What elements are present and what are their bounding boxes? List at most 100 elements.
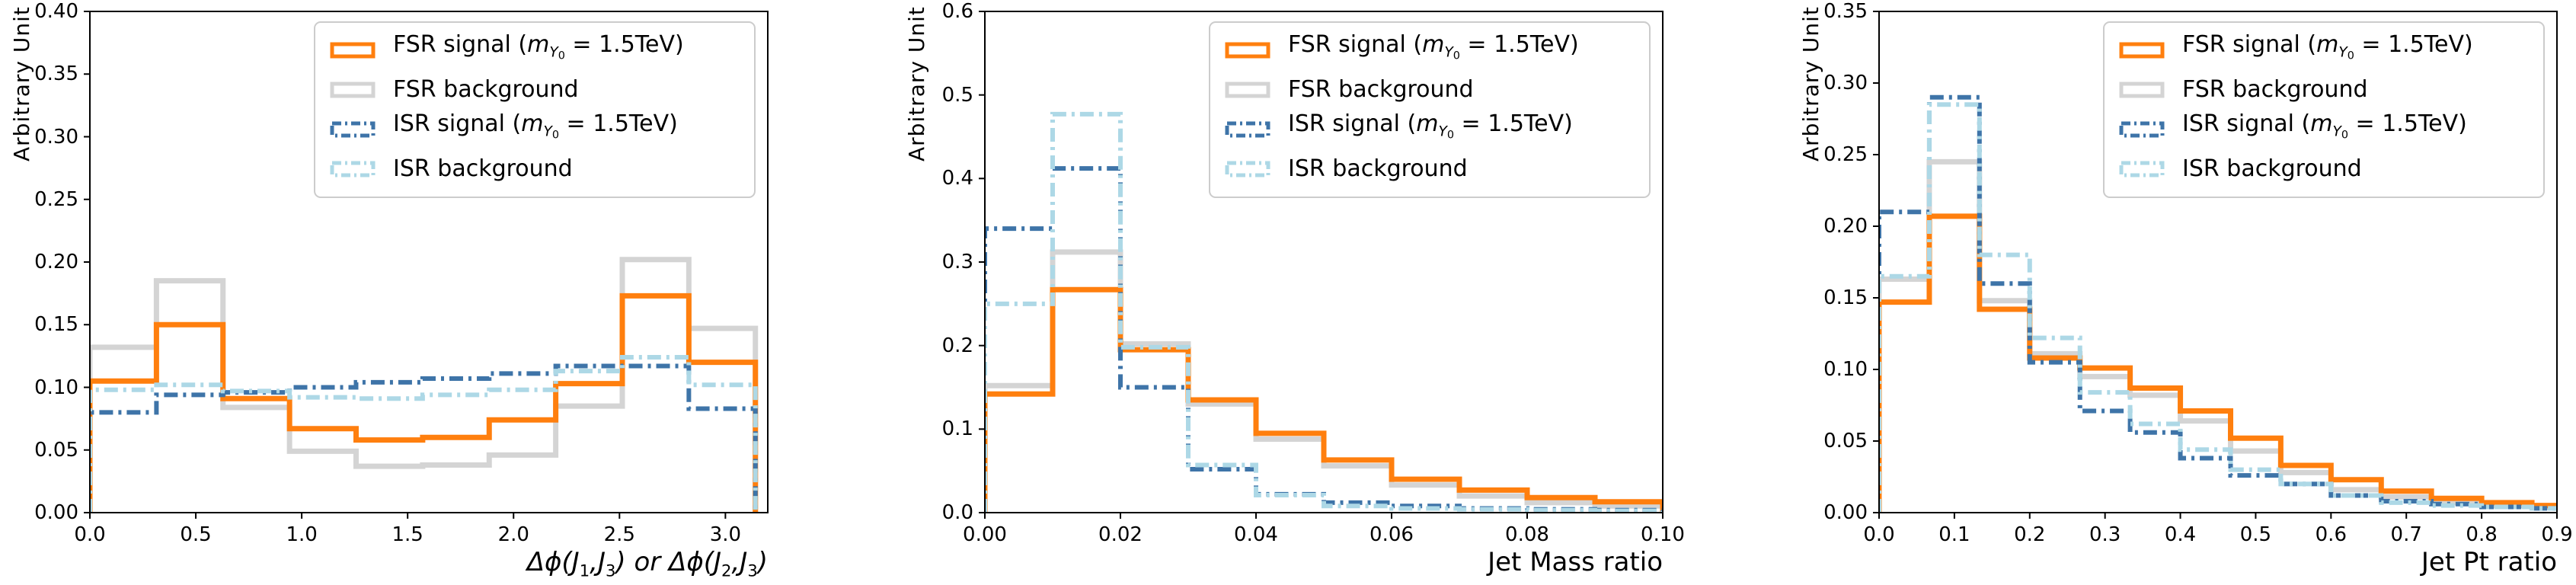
label-segment: 3 [605, 561, 616, 580]
label-segment: Y [549, 44, 558, 61]
label-segment: ) [615, 547, 634, 577]
label-segment: 0 [2341, 129, 2349, 142]
x-tick-label: 0.4 [2164, 523, 2197, 546]
legend-item: FSR signal (mY0 = 1.5TeV) [329, 30, 740, 70]
swatch-rect [330, 121, 376, 138]
label-segment: FSR signal ( [1288, 30, 1423, 58]
label-segment: J [597, 547, 606, 577]
y-tick-label: 0.00 [34, 501, 78, 524]
label-segment: or [634, 547, 661, 577]
x-tick-label: 0.9 [2541, 523, 2573, 546]
legend-item-label: FSR background [1288, 77, 1474, 103]
swatch-rect [2119, 42, 2165, 59]
label-segment: ISR signal ( [1288, 110, 1417, 137]
fsr-signal-swatch-icon [2119, 42, 2165, 59]
label-segment: = 1.5TeV) [1459, 30, 1579, 58]
swatch-rect [1225, 42, 1270, 59]
swatch-rect [330, 42, 376, 59]
panel-3-isr-background-curve [1879, 102, 2557, 513]
swatch-rect [330, 82, 376, 98]
panel-1-isr-background-curve [90, 355, 758, 513]
label-segment: = 1.5TeV) [1454, 110, 1573, 137]
isr-background-swatch-icon [2119, 161, 2165, 177]
panel-3-isr-signal-curve [1879, 94, 2557, 513]
x-tick-label: 0.08 [1505, 523, 1549, 546]
label-segment: 0 [1453, 50, 1460, 62]
label-segment: , [731, 547, 740, 577]
label-segment: m [2316, 30, 2339, 58]
label-segment: m [527, 30, 550, 58]
label-segment: Y [2332, 123, 2341, 140]
x-tick-label: 0.3 [2089, 523, 2121, 546]
x-tick-label: 1.0 [286, 523, 318, 546]
y-tick-label: 0.25 [1823, 143, 1868, 166]
label-segment: ISR background [1288, 155, 1468, 182]
panel-3-series-group [1879, 94, 2557, 513]
swatch-rect [2119, 161, 2165, 177]
legend-item-label: ISR signal (mY0 = 1.5TeV) [2182, 110, 2467, 148]
label-segment: Δϕ( [526, 547, 572, 577]
label-segment: J [571, 547, 580, 577]
label-segment: 0 [551, 129, 560, 142]
label-segment: FSR background [2182, 76, 2368, 103]
y-tick-label: 0.30 [34, 125, 78, 149]
y-tick-label: 0.20 [1823, 215, 1868, 238]
legend-item: ISR background [1224, 149, 1635, 189]
label-segment: 0 [558, 50, 565, 62]
panel-2-series-group [985, 111, 1663, 513]
legend-item: ISR signal (mY0 = 1.5TeV) [2118, 110, 2530, 149]
label-segment: 3 [747, 561, 758, 580]
label-segment: ISR signal ( [393, 110, 522, 137]
legend-item: ISR signal (mY0 = 1.5TeV) [329, 110, 740, 149]
legend-item: ISR background [2118, 149, 2530, 189]
legend-item-label: ISR signal (mY0 = 1.5TeV) [1288, 110, 1573, 148]
panel-2-fsr-signal-curve [985, 286, 1663, 513]
fsr-background-swatch-icon [1225, 82, 1270, 98]
y-tick-label: 0.35 [34, 62, 78, 86]
legend-item-label: FSR signal (mY0 = 1.5TeV) [2182, 30, 2473, 69]
label-segment: 0 [2347, 50, 2354, 62]
x-axis-label: Δϕ(J1,J3) or Δϕ(J2,J3) [158, 547, 768, 585]
y-tick-label: 0.10 [34, 376, 78, 399]
panel-2-isr-signal-curve [985, 166, 1663, 513]
legend-item-label: FSR signal (mY0 = 1.5TeV) [1288, 30, 1579, 69]
x-tick-label: 0.02 [1098, 523, 1143, 546]
legend: FSR signal (mY0 = 1.5TeV) FSR background I… [1209, 21, 1651, 198]
label-segment: ISR background [2182, 155, 2362, 182]
label-segment: ) [757, 547, 768, 577]
y-tick-label: 0.30 [1823, 72, 1868, 94]
x-tick-label: 0.2 [2014, 523, 2046, 546]
y-tick-label: 0.10 [1823, 358, 1868, 381]
y-tick-label: 0.6 [941, 0, 973, 23]
isr-background-swatch-icon [1225, 161, 1270, 177]
x-tick-label: 0.8 [2466, 523, 2498, 546]
swatch-rect [1225, 161, 1270, 177]
x-tick-label: 0.06 [1369, 523, 1414, 546]
legend-item: FSR background [329, 70, 740, 110]
label-segment: m [1416, 110, 1439, 137]
label-segment: m [1422, 30, 1445, 58]
legend-item-label: FSR background [393, 77, 579, 103]
x-tick-label: 1.5 [392, 523, 423, 546]
x-axis-label: Jet Mass ratio [1053, 547, 1663, 577]
legend-item-label: ISR background [393, 156, 573, 182]
legend-item-label: ISR signal (mY0 = 1.5TeV) [393, 110, 678, 148]
legend-item-label: ISR background [2182, 156, 2362, 182]
label-segment: J [714, 547, 722, 577]
legend-item: ISR background [329, 149, 740, 189]
legend: FSR signal (mY0 = 1.5TeV) FSR background I… [2103, 21, 2545, 198]
label-segment: m [521, 110, 544, 137]
y-axis-label: Arbitrary Unit [904, 6, 929, 161]
panel-3-axes-spines [1878, 11, 2558, 513]
label-segment: = 1.5TeV) [2348, 110, 2467, 137]
y-tick-label: 0.15 [34, 313, 78, 337]
fsr-signal-swatch-icon [1225, 42, 1270, 59]
legend-item: FSR background [1224, 70, 1635, 110]
x-tick-label: 0.5 [180, 523, 212, 546]
legend-item: FSR signal (mY0 = 1.5TeV) [1224, 30, 1635, 70]
x-tick-label: 0.0 [1863, 523, 1895, 546]
isr-background-swatch-icon [330, 161, 376, 177]
y-tick-label: 0.0 [941, 501, 973, 524]
label-segment: FSR background [1288, 76, 1474, 103]
